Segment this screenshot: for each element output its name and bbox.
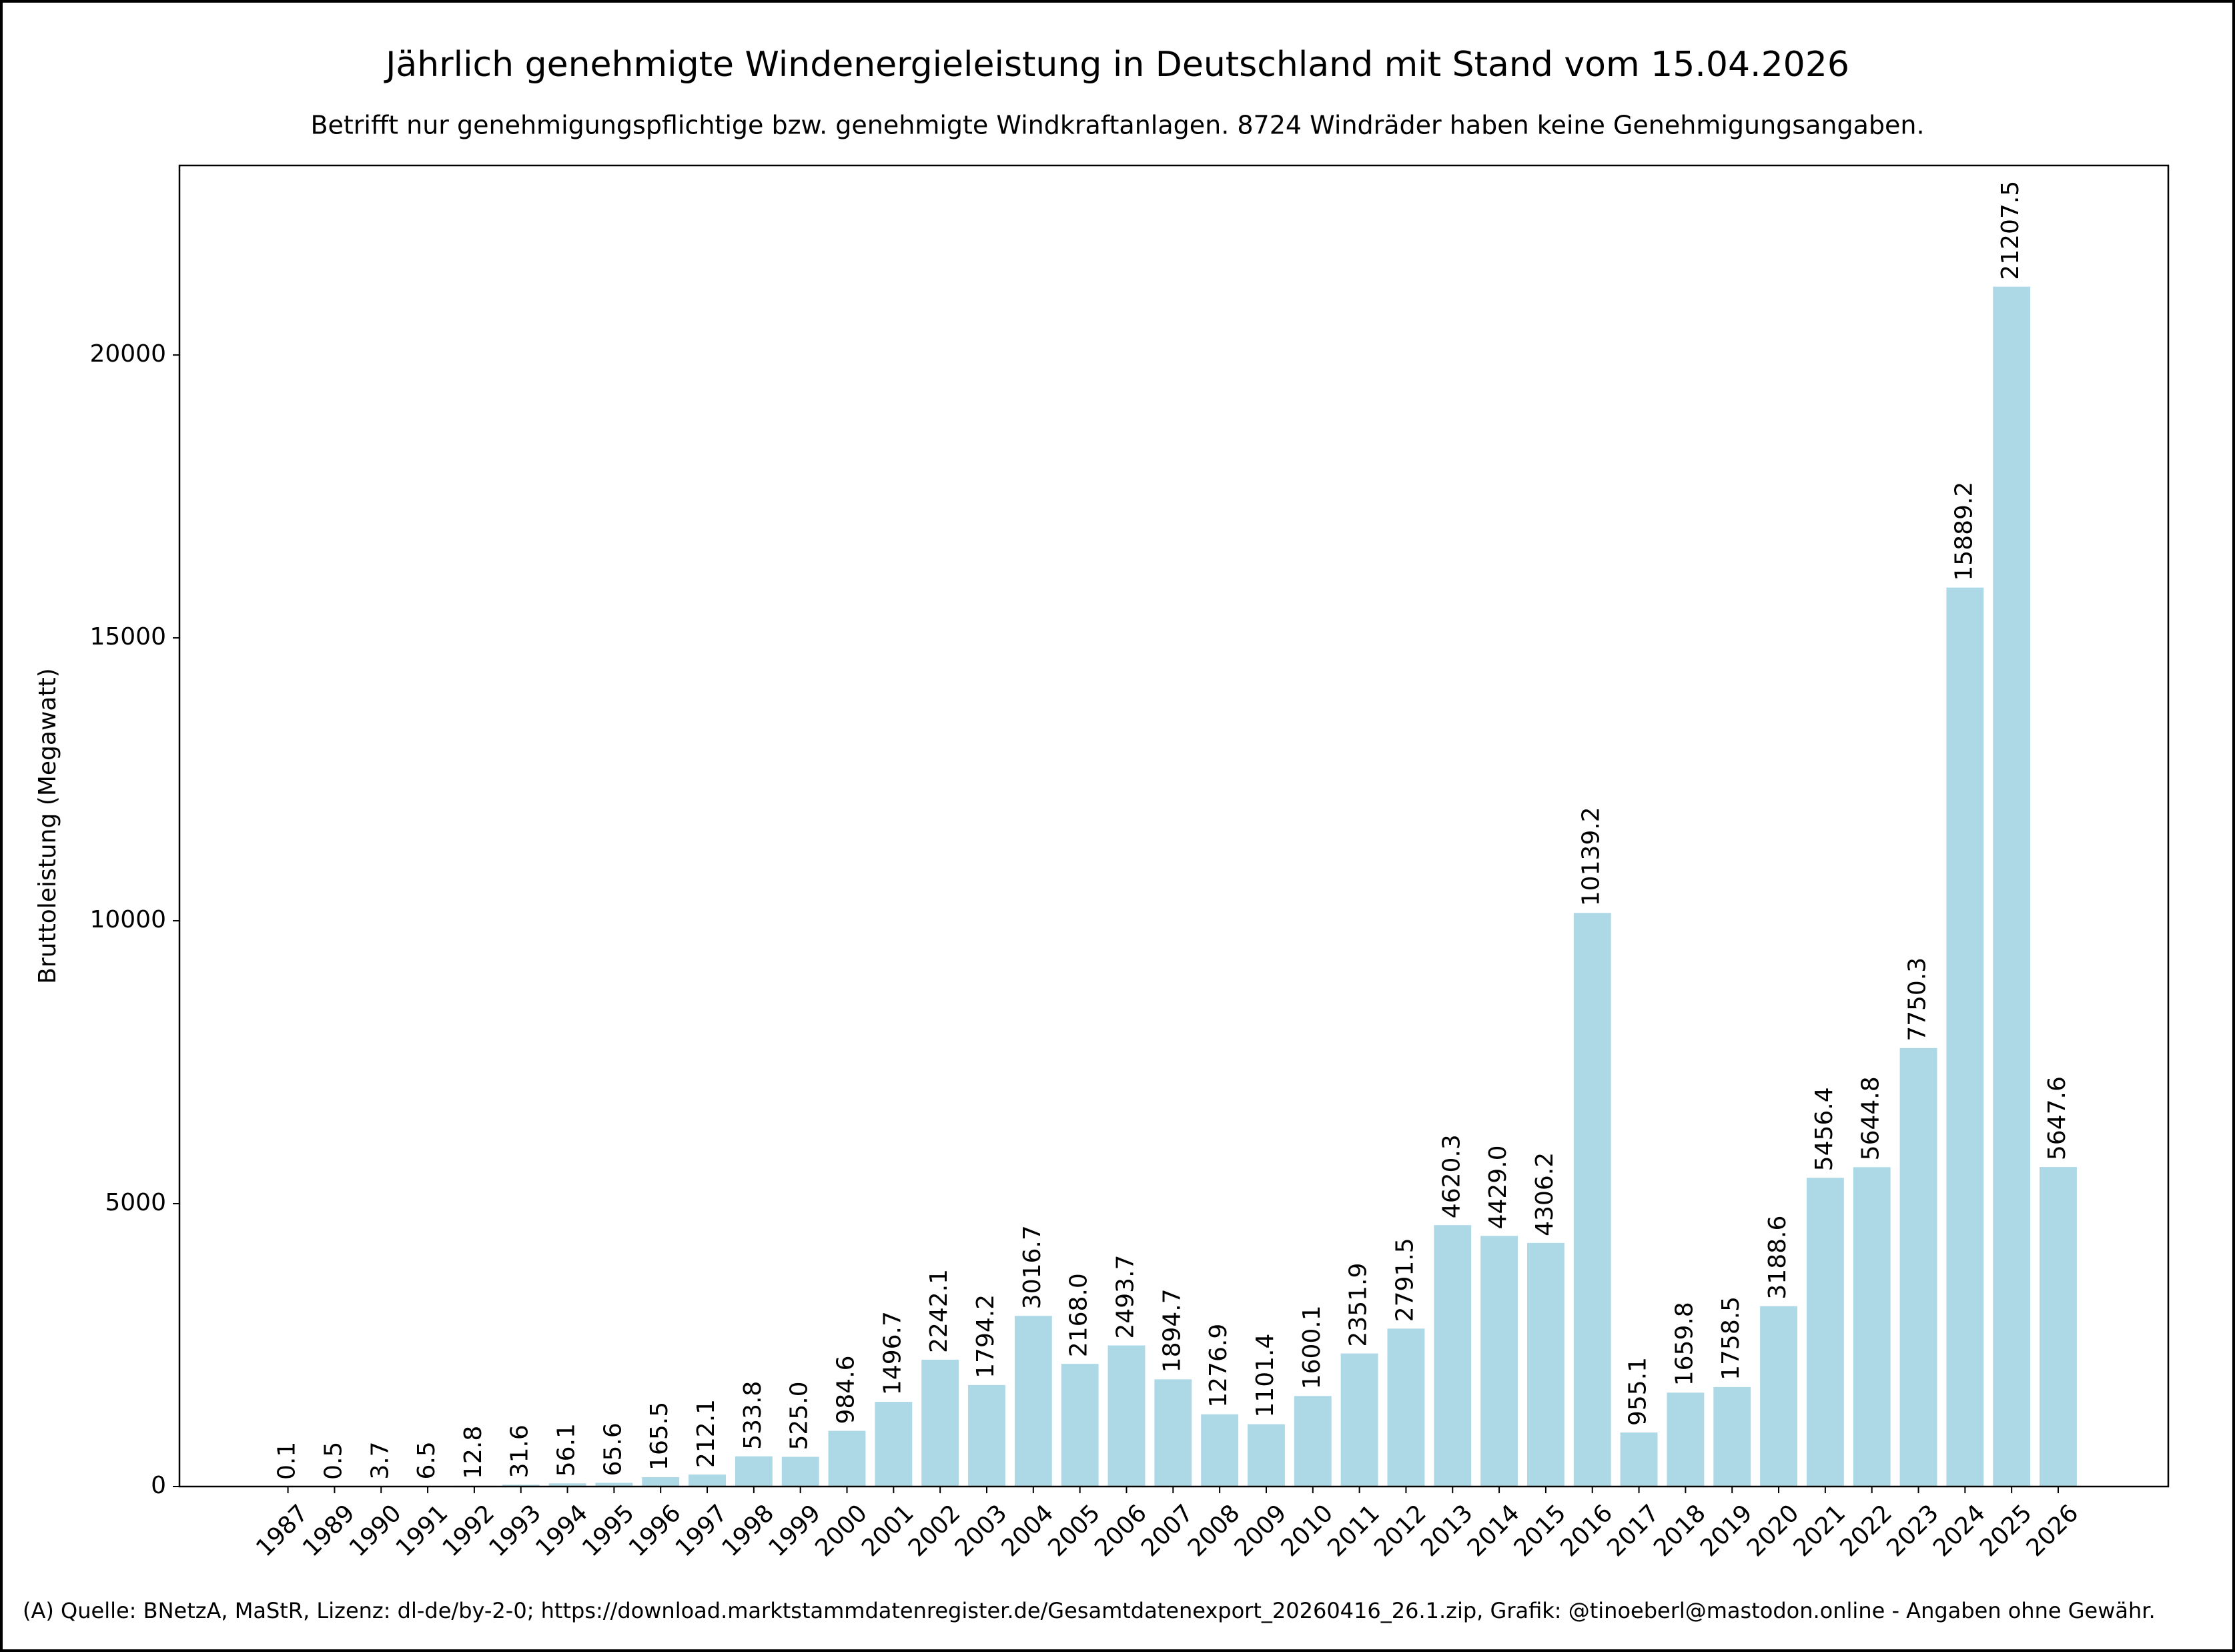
data-label: 12.8 <box>460 1426 487 1479</box>
bar <box>1853 1167 1891 1487</box>
plot-frame <box>178 164 2170 1488</box>
bar <box>1480 1236 1518 1487</box>
bar <box>781 1457 819 1487</box>
bar <box>548 1483 586 1487</box>
chart-title: Jährlich genehmigte Windenergieleistung … <box>384 45 1849 85</box>
bar <box>735 1456 773 1487</box>
bar <box>1620 1432 1658 1487</box>
y-axis-label: Bruttoleistung (Megawatt) <box>34 668 61 983</box>
data-label: 65.6 <box>599 1422 626 1476</box>
bar <box>1294 1396 1332 1487</box>
bar <box>1154 1379 1192 1487</box>
data-label: 5456.4 <box>1811 1087 1838 1171</box>
data-label: 4429.0 <box>1484 1145 1512 1229</box>
bar <box>1014 1316 1052 1487</box>
bar <box>1899 1048 1937 1487</box>
bar <box>2040 1167 2077 1487</box>
bar <box>1340 1353 1378 1487</box>
data-label: 5644.8 <box>1857 1076 1885 1160</box>
y-tick-label: 15000 <box>89 623 166 651</box>
data-label: 1600.1 <box>1298 1305 1326 1389</box>
chart-subtitle: Betrifft nur genehmigungspflichtige bzw.… <box>310 111 1924 140</box>
bar <box>1667 1392 1705 1487</box>
data-label: 2493.7 <box>1111 1255 1139 1339</box>
data-label: 984.6 <box>833 1355 860 1424</box>
data-label: 2168.0 <box>1065 1273 1093 1357</box>
data-label: 21207.5 <box>1997 181 2024 280</box>
bar <box>689 1475 726 1487</box>
bar <box>828 1430 866 1487</box>
data-label: 3016.7 <box>1019 1225 1046 1309</box>
data-label: 212.1 <box>693 1399 720 1468</box>
bar <box>1946 587 1984 1487</box>
bar <box>875 1402 913 1487</box>
bar <box>502 1485 540 1487</box>
data-label: 3.7 <box>366 1441 394 1479</box>
data-label: 4306.2 <box>1531 1152 1558 1236</box>
bar <box>1573 913 1611 1487</box>
bar <box>1760 1306 1797 1487</box>
bar <box>968 1384 1005 1487</box>
data-label: 1894.7 <box>1158 1288 1186 1372</box>
data-label: 2351.9 <box>1345 1263 1372 1347</box>
data-label: 1496.7 <box>879 1311 906 1395</box>
data-label: 2791.5 <box>1391 1238 1418 1322</box>
data-label: 1101.4 <box>1252 1334 1279 1418</box>
bar <box>1434 1225 1472 1487</box>
data-label: 533.8 <box>739 1381 767 1450</box>
data-label: 165.5 <box>646 1402 673 1471</box>
data-label: 955.1 <box>1625 1357 1652 1426</box>
bar <box>642 1477 680 1487</box>
footer: (A) Quelle: BNetzA, MaStR, Lizenz: dl-de… <box>23 1598 2156 1623</box>
y-tick-label: 10000 <box>89 906 166 933</box>
data-label: 2242.1 <box>925 1269 953 1353</box>
data-label: 1659.8 <box>1671 1302 1698 1386</box>
bar <box>1806 1178 1844 1487</box>
y-tick-label: 0 <box>151 1472 166 1499</box>
data-label: 7750.3 <box>1904 957 1931 1042</box>
y-tick-label: 20000 <box>89 340 166 368</box>
data-label: 5647.6 <box>2044 1076 2071 1160</box>
bar <box>1387 1328 1425 1487</box>
data-label: 6.5 <box>413 1441 440 1479</box>
bar <box>1713 1386 1751 1487</box>
data-label: 525.0 <box>786 1381 813 1450</box>
bar <box>1248 1424 1285 1487</box>
data-label: 1276.9 <box>1205 1324 1232 1408</box>
data-label: 4620.3 <box>1438 1134 1465 1218</box>
data-label: 56.1 <box>553 1423 580 1477</box>
bar <box>921 1359 959 1487</box>
bar <box>1526 1242 1564 1487</box>
y-tick-label: 5000 <box>105 1189 166 1216</box>
bar <box>595 1483 633 1487</box>
bar <box>1201 1414 1239 1487</box>
data-label: 15889.2 <box>1950 482 1977 581</box>
data-label: 1794.2 <box>972 1294 999 1378</box>
bar <box>1107 1345 1146 1487</box>
data-label: 3188.6 <box>1764 1216 1791 1300</box>
data-label: 31.6 <box>506 1424 534 1478</box>
data-label: 1758.5 <box>1717 1296 1745 1380</box>
data-label: 10139.2 <box>1578 807 1605 906</box>
data-label: 0.1 <box>274 1442 301 1480</box>
bar <box>1993 286 2031 1487</box>
data-label: 0.5 <box>320 1442 347 1480</box>
bar <box>1061 1364 1099 1487</box>
